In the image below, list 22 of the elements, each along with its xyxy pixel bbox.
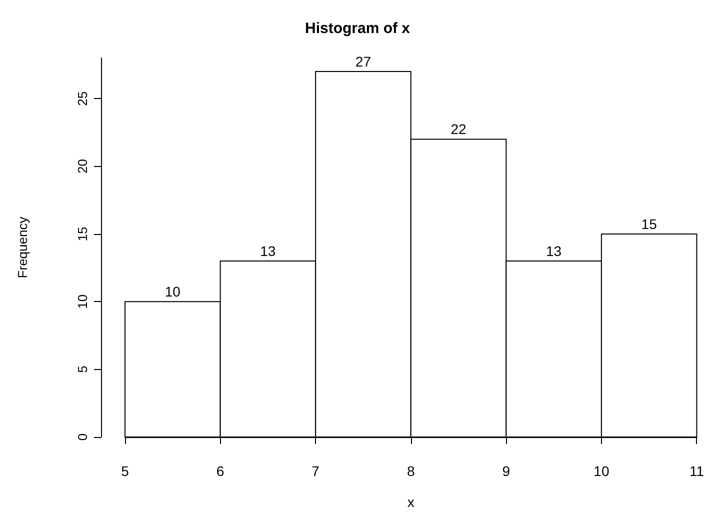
y-axis-title: Frequency [15, 216, 30, 278]
x-tick-label: 9 [502, 463, 510, 479]
x-tick-label: 8 [406, 463, 415, 479]
chart-title: Histogram of x [304, 20, 411, 37]
y-tick-label: 5 [75, 366, 90, 373]
x-tick-label: 6 [216, 463, 224, 479]
x-tick-label: 5 [121, 463, 130, 479]
data-label: 13 [546, 243, 562, 260]
data-label: 10 [164, 284, 181, 300]
x-axis-title: x [407, 494, 414, 510]
y-tick-label: 15 [75, 226, 90, 242]
x-tick-label: 10 [594, 463, 610, 479]
y-tick-label: 20 [75, 159, 90, 174]
data-label: 27 [355, 54, 372, 70]
y-tick-label: 25 [75, 91, 90, 106]
data-label: 13 [260, 243, 276, 260]
y-tick-label: 10 [75, 294, 90, 309]
data-label: 15 [641, 216, 658, 232]
data-label: 22 [450, 121, 467, 138]
y-tick-label: 0 [75, 433, 90, 441]
x-tick-label: 11 [689, 463, 704, 479]
x-tick-label: 7 [312, 463, 320, 479]
